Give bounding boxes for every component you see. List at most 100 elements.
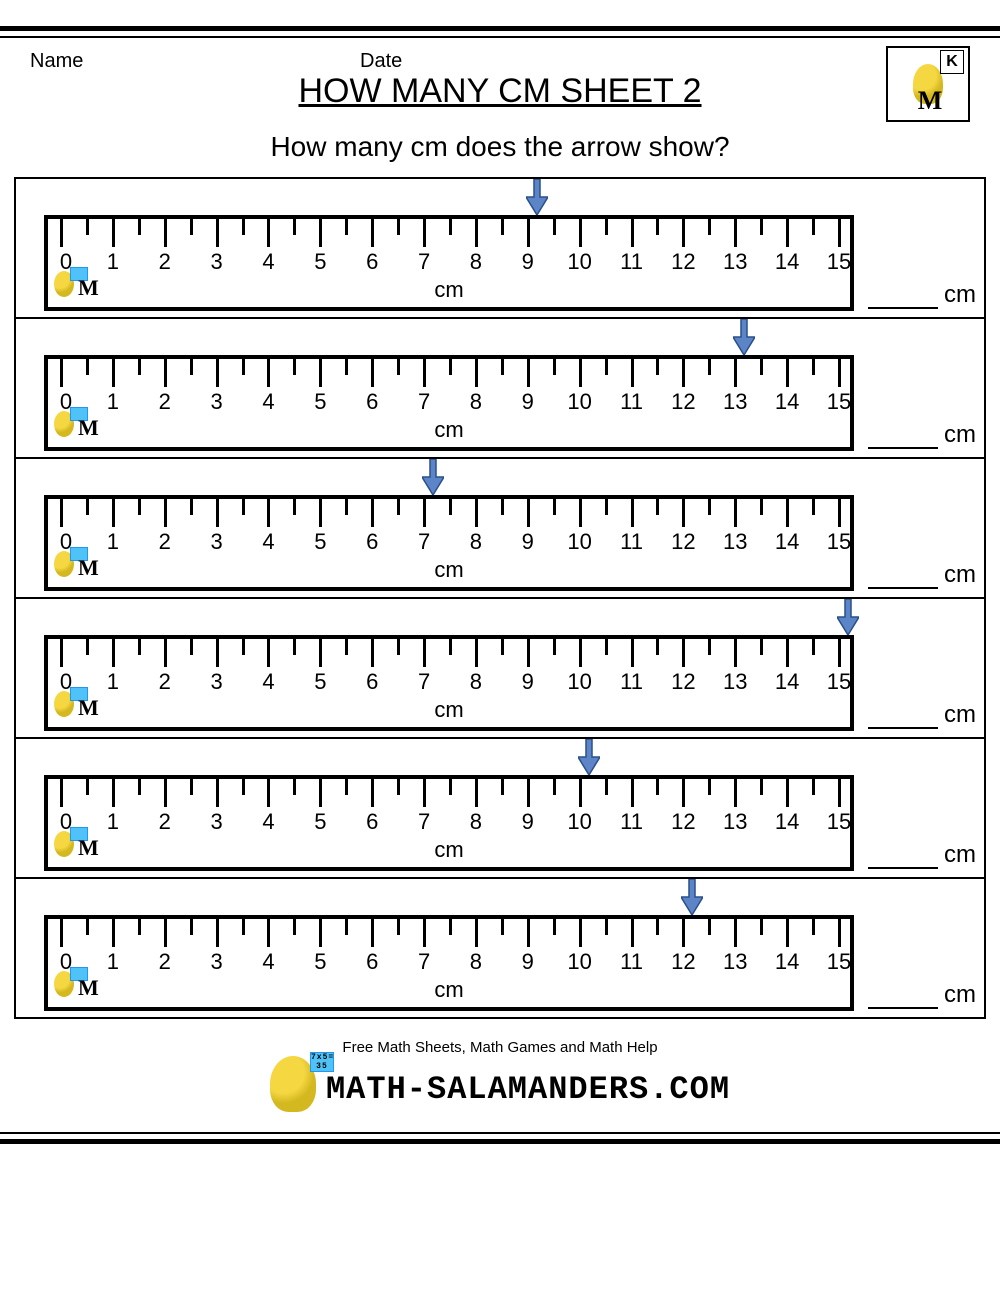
tick-layer: [48, 919, 850, 949]
minor-tick: [242, 359, 245, 375]
name-label: Name: [30, 46, 360, 73]
tick-layer: [48, 639, 850, 669]
minor-tick: [760, 499, 763, 515]
ruler-number: 11: [620, 949, 643, 975]
major-tick: [423, 359, 426, 387]
ruler-number: 4: [262, 669, 274, 695]
minor-tick: [449, 639, 452, 655]
major-tick: [371, 359, 374, 387]
ruler-number: 2: [159, 529, 171, 555]
minor-tick: [708, 919, 711, 935]
ruler-number: 5: [314, 529, 326, 555]
page-subtitle: How many cm does the arrow show?: [0, 131, 1000, 163]
answer-line[interactable]: [868, 867, 938, 869]
ruler-number: 4: [262, 389, 274, 415]
ruler-number: 14: [775, 249, 799, 275]
answer-line[interactable]: [868, 1007, 938, 1009]
major-tick: [579, 639, 582, 667]
answer-blank[interactable]: cm: [868, 421, 976, 449]
footer-tagline: Free Math Sheets, Math Games and Math He…: [0, 1039, 1000, 1056]
major-tick: [319, 219, 322, 247]
answer-unit: cm: [944, 841, 976, 868]
ruler-number: 5: [314, 249, 326, 275]
answer-line[interactable]: [868, 727, 938, 729]
minor-tick: [656, 919, 659, 935]
arrow-row: [26, 461, 974, 495]
minor-tick: [138, 779, 141, 795]
answer-line[interactable]: [868, 587, 938, 589]
minor-tick: [242, 639, 245, 655]
ruler-number: 15: [827, 809, 851, 835]
major-tick: [527, 639, 530, 667]
ruler-number: 11: [620, 249, 643, 275]
ruler-unit-label: cm: [48, 557, 850, 587]
minor-tick: [605, 499, 608, 515]
answer-blank[interactable]: cm: [868, 981, 976, 1009]
answer-blank[interactable]: cm: [868, 841, 976, 869]
ruler-number: 4: [262, 249, 274, 275]
ruler-wrap: 0123456789101112131415cmM: [26, 775, 974, 871]
minor-tick: [345, 359, 348, 375]
minor-tick: [345, 639, 348, 655]
major-tick: [631, 639, 634, 667]
salamander-icon: 7x5=35: [270, 1056, 316, 1112]
minor-tick: [708, 359, 711, 375]
pointer-arrow-icon: [526, 179, 548, 215]
major-tick: [216, 919, 219, 947]
major-tick: [682, 639, 685, 667]
ruler-numbers: 0123456789101112131415: [48, 529, 850, 557]
answer-blank[interactable]: cm: [868, 701, 976, 729]
major-tick: [682, 779, 685, 807]
major-tick: [682, 219, 685, 247]
minor-tick: [293, 779, 296, 795]
major-tick: [164, 499, 167, 527]
m-logo-icon: M: [78, 975, 96, 1001]
ruler-wrap: 0123456789101112131415cmM: [26, 495, 974, 591]
minor-tick: [501, 919, 504, 935]
answer-blank[interactable]: cm: [868, 561, 976, 589]
arrow-row: [26, 321, 974, 355]
pointer-arrow-icon: [422, 459, 444, 495]
major-tick: [475, 919, 478, 947]
date-label: Date: [360, 46, 886, 73]
ruler-number: 9: [522, 389, 534, 415]
ruler-unit-label: cm: [48, 277, 850, 307]
problem-row: 0123456789101112131415cmMcm: [16, 179, 984, 319]
major-tick: [786, 639, 789, 667]
ruler-number: 15: [827, 669, 851, 695]
answer-unit: cm: [944, 561, 976, 588]
ruler-number: 14: [775, 529, 799, 555]
ruler-number: 7: [418, 529, 430, 555]
answer-line[interactable]: [868, 307, 938, 309]
minor-tick: [605, 919, 608, 935]
major-tick: [838, 359, 841, 387]
answer-line[interactable]: [868, 447, 938, 449]
ruler-number: 12: [671, 249, 695, 275]
ruler-number: 14: [775, 809, 799, 835]
ruler-number: 1: [107, 249, 119, 275]
major-tick: [112, 639, 115, 667]
tick-layer: [48, 499, 850, 529]
m-logo-icon: M: [78, 275, 96, 301]
m-logo-icon: M: [78, 695, 96, 721]
major-tick: [319, 779, 322, 807]
minor-tick: [812, 219, 815, 235]
ruler-number: 8: [470, 249, 482, 275]
ruler-number: 4: [262, 949, 274, 975]
ruler-numbers: 0123456789101112131415: [48, 249, 850, 277]
ruler-number: 11: [620, 529, 643, 555]
minor-tick: [449, 219, 452, 235]
major-tick: [838, 219, 841, 247]
ruler-number: 3: [210, 809, 222, 835]
ruler-wrap: 0123456789101112131415cmM: [26, 215, 974, 311]
major-tick: [631, 359, 634, 387]
ruler-number: 6: [366, 529, 378, 555]
answer-blank[interactable]: cm: [868, 281, 976, 309]
minor-tick: [760, 219, 763, 235]
minor-tick: [553, 639, 556, 655]
minor-tick: [86, 499, 89, 515]
ruler-unit-label: cm: [48, 977, 850, 1007]
major-tick: [423, 919, 426, 947]
major-tick: [112, 779, 115, 807]
major-tick: [786, 919, 789, 947]
